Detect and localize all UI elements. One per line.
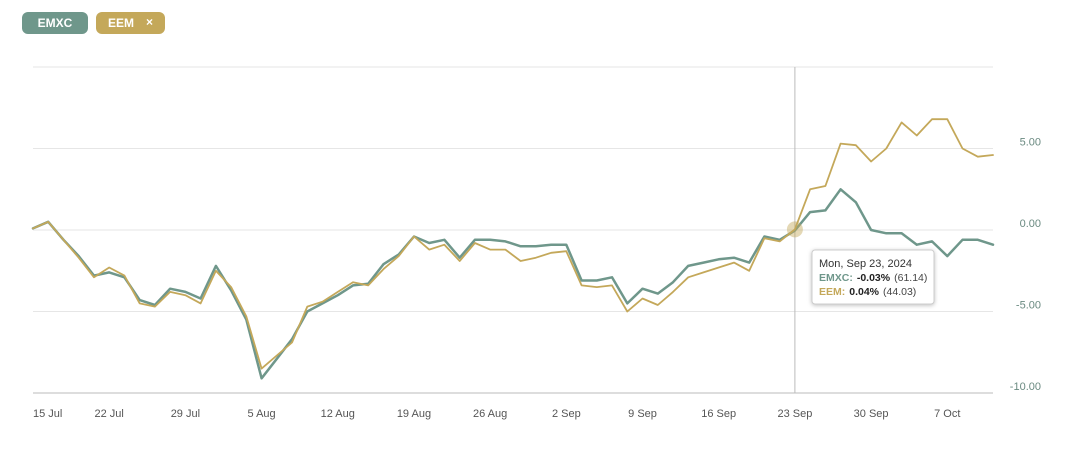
series-line <box>32 118 994 370</box>
legend-button-bg <box>96 12 165 34</box>
tooltip-row: EEM: 0.04% (44.03) <box>819 286 916 298</box>
y-tick-label: -10.00 <box>1010 381 1041 393</box>
x-tick-label: 16 Sep <box>701 408 736 420</box>
y-tick-label: -5.00 <box>1016 299 1041 311</box>
tooltip-label: EEM: <box>819 286 845 298</box>
tooltip-value: -0.03% <box>857 272 891 284</box>
series-line <box>31 188 995 380</box>
legend-button[interactable]: EEM × <box>96 12 165 34</box>
x-tick-label: 12 Aug <box>321 408 355 420</box>
x-tick-label: 29 Jul <box>171 408 200 420</box>
y-tick-label: 0.00 <box>1020 218 1041 230</box>
tooltip-value: 0.04% <box>849 286 879 298</box>
tooltip-price: (44.03) <box>883 286 916 298</box>
x-tick-label: 5 Aug <box>248 408 276 420</box>
x-tick-label: 26 Aug <box>473 408 507 420</box>
x-tick-label: 9 Sep <box>628 408 657 420</box>
x-tick-label: 7 Oct <box>934 408 960 420</box>
tooltip-row: EMXC: -0.03% (61.14) <box>819 272 927 284</box>
x-tick-label: 30 Sep <box>854 408 889 420</box>
hover-marker <box>786 221 803 238</box>
tooltip-label: EMXC: <box>819 272 853 284</box>
y-tick-label: 5.00 <box>1020 136 1041 148</box>
x-tick-label: 2 Sep <box>552 408 581 420</box>
x-tick-label: 19 Aug <box>397 408 431 420</box>
legend-close[interactable]: × <box>146 15 153 29</box>
tooltip-box <box>811 249 935 305</box>
x-tick-label: 23 Sep <box>777 408 812 420</box>
x-tick-label: 15 Jul <box>33 408 62 420</box>
tooltip: Mon, Sep 23, 2024 EMXC: -0.03% (61.14) EEM: 0… <box>811 249 935 305</box>
legend-label: EMXC <box>38 16 73 30</box>
legend-label: EEM <box>108 16 134 30</box>
tooltip-price: (61.14) <box>894 272 927 284</box>
tooltip-title: Mon, Sep 23, 2024 <box>819 258 912 270</box>
legend-button-bg <box>22 12 88 34</box>
legend-button[interactable]: EMXC <box>22 12 88 34</box>
x-tick-label: 22 Jul <box>95 408 124 420</box>
